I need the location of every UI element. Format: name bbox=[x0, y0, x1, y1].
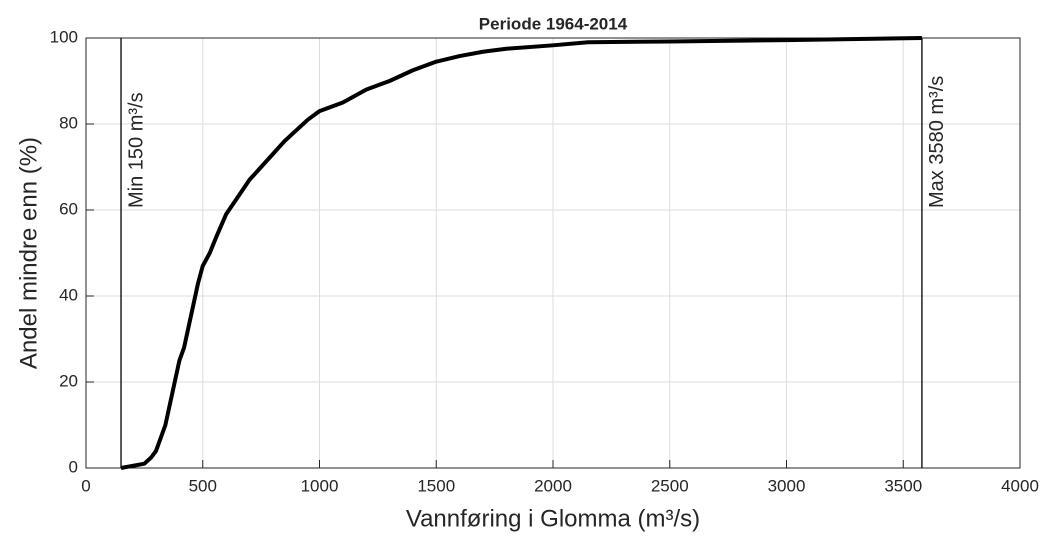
plot-frame bbox=[85, 37, 1021, 469]
y-tick-label: 60 bbox=[59, 199, 78, 218]
x-tick-label: 0 bbox=[81, 476, 90, 495]
x-axis-label: Vannføring i Glomma (m³/s) bbox=[406, 505, 700, 532]
x-tick-label: 3500 bbox=[884, 476, 922, 495]
y-axis-label: Andel mindre enn (%) bbox=[15, 137, 42, 369]
y-tick-label: 0 bbox=[69, 457, 78, 476]
y-tick-label: 40 bbox=[59, 285, 78, 304]
x-tick-label: 1500 bbox=[417, 476, 455, 495]
x-tick-label: 4000 bbox=[1001, 476, 1039, 495]
annotation-label: Min 150 m³/s bbox=[125, 92, 147, 208]
data-line bbox=[120, 36, 922, 470]
y-tick-label: 100 bbox=[50, 27, 78, 46]
x-tick-label: 500 bbox=[189, 476, 217, 495]
x-tick-label: 2500 bbox=[651, 476, 689, 495]
annotation-label: Max 3580 m³/s bbox=[926, 76, 948, 208]
x-tick-label: 2000 bbox=[534, 476, 572, 495]
chart-title: Periode 1964-2014 bbox=[479, 14, 628, 33]
x-tick-label: 1000 bbox=[301, 476, 339, 495]
y-tick-label: 80 bbox=[59, 113, 78, 132]
x-tick-label: 3000 bbox=[768, 476, 806, 495]
y-tick-label: 20 bbox=[59, 371, 78, 390]
